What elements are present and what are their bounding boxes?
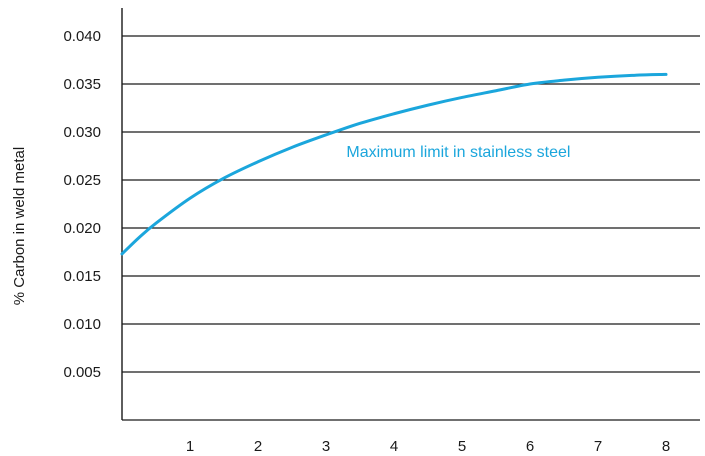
- y-tick-label: 0.015: [63, 268, 101, 285]
- x-tick-label: 3: [322, 438, 330, 455]
- annotation-label: Maximum limit in stainless steel: [346, 144, 570, 161]
- y-tick-label: 0.010: [63, 316, 101, 333]
- x-tick-label: 1: [186, 438, 194, 455]
- series-line-carbon: [120, 72, 668, 256]
- x-tick-label: 2: [254, 438, 262, 455]
- y-tick-label: 0.020: [63, 220, 101, 237]
- tick-labels: 0.005 0.010 0.015 0.020 0.025 0.030 0.035 0.040…: [63, 28, 670, 455]
- x-tick-label: 8: [662, 438, 670, 455]
- y-tick-label: 0.005: [63, 364, 101, 381]
- y-tick-label: 0.035: [63, 76, 101, 93]
- x-tick-label: 6: [526, 438, 534, 455]
- y-tick-label: 0.030: [63, 124, 101, 141]
- y-tick-label: 0.025: [63, 172, 101, 189]
- y-axis-label: % Carbon in weld metal: [11, 147, 28, 305]
- gridlines: [122, 35, 700, 421]
- x-tick-label: 7: [594, 438, 602, 455]
- y-tick-label: 0.040: [63, 28, 101, 45]
- x-tick-label: 4: [390, 438, 398, 455]
- x-tick-label: 5: [458, 438, 466, 455]
